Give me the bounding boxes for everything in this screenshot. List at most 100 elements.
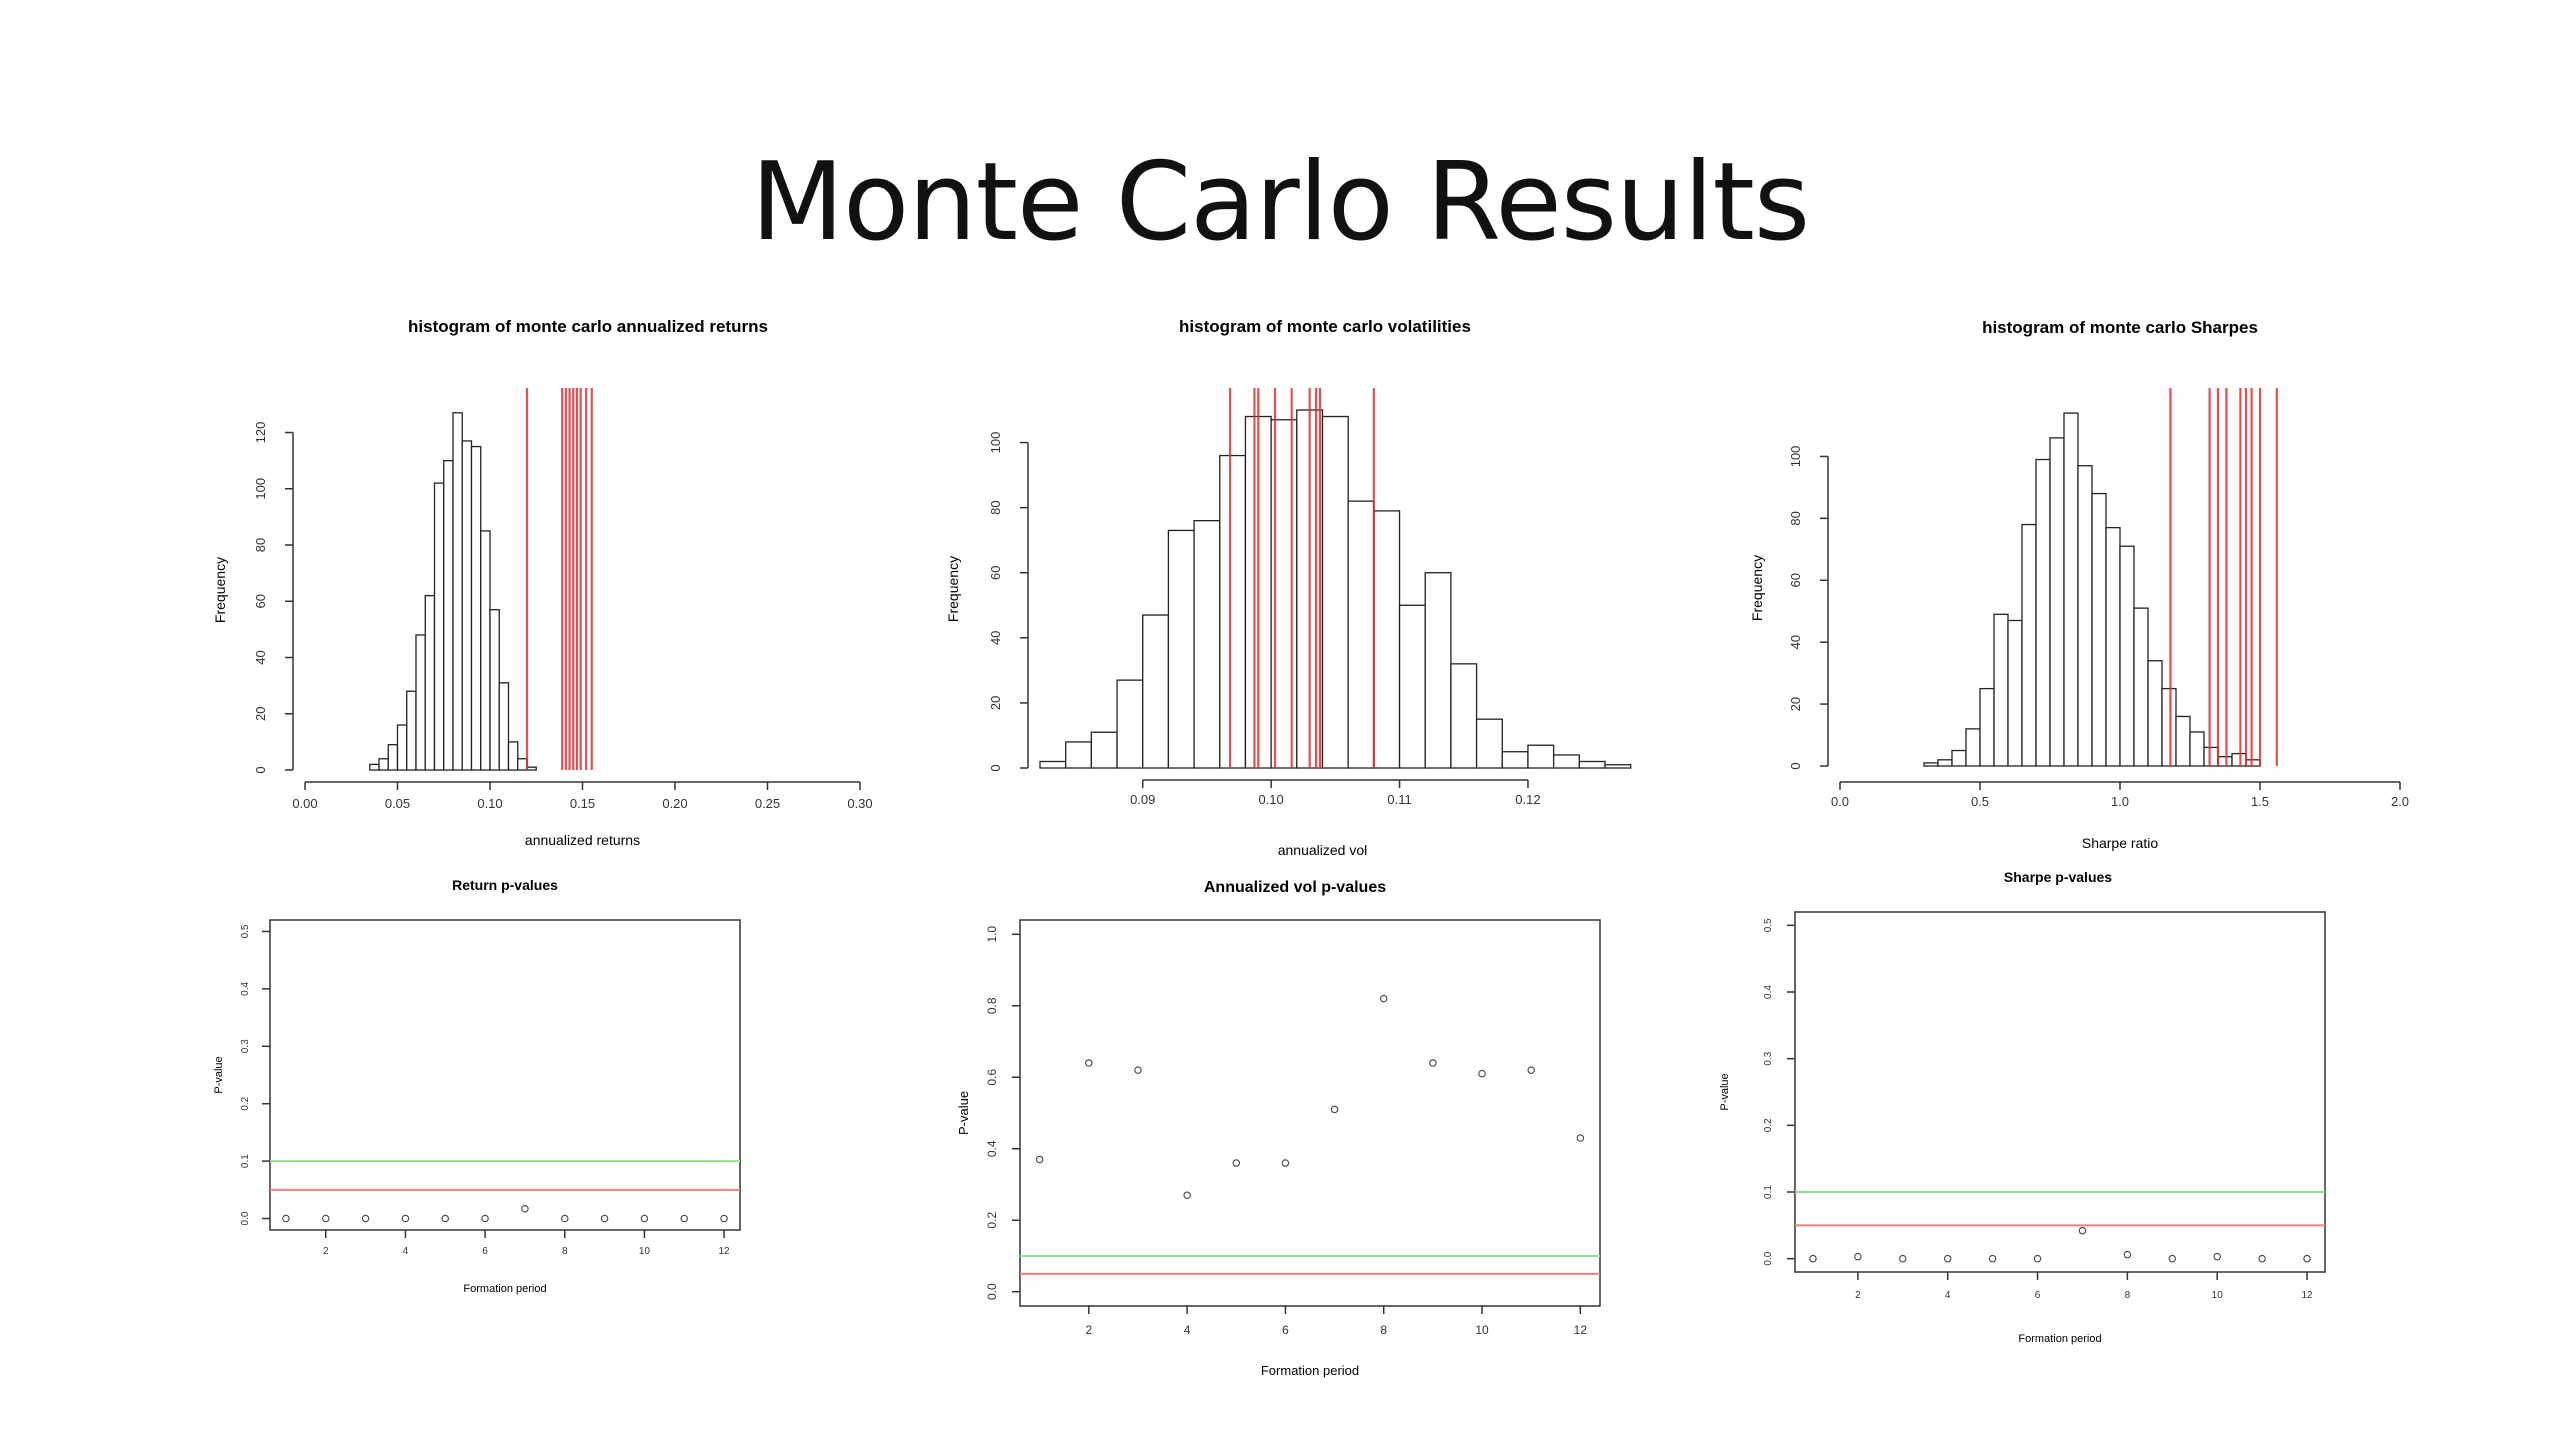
volatility-histogram: histogram of monte carlo volatilities ann… <box>945 317 1632 858</box>
histogram-bar <box>2231 752 2247 767</box>
chart-title: histogram of monte carlo annualized retu… <box>408 317 768 336</box>
histogram-bar <box>1116 679 1144 769</box>
y-tick-label: 80 <box>988 500 1003 514</box>
histogram-bar <box>1142 614 1170 769</box>
plot-frame <box>1019 919 1601 1307</box>
histogram-bar <box>1090 731 1118 769</box>
histogram-bar <box>1923 762 1939 767</box>
x-tick-label: 12 <box>2301 1290 2313 1301</box>
p-value-point <box>401 1214 410 1223</box>
x-tick-label: 1.0 <box>2111 794 2129 809</box>
p-value-point <box>1085 1059 1093 1067</box>
y-tick-label: 0.4 <box>985 1140 999 1157</box>
return-pvalues-plot: Return p-values Formation period P-value 2 4… <box>213 877 741 1295</box>
y-axis-label: P-value <box>1719 1073 1731 1110</box>
plot-frame <box>1794 911 2326 1273</box>
x-tick-label: 0.11 <box>1387 792 1411 807</box>
y-tick-label: 80 <box>253 538 268 552</box>
x-tick-label: 4 <box>1184 1323 1191 1337</box>
histogram-bar <box>2175 715 2191 767</box>
x-tick-label: 4 <box>1945 1290 1951 1301</box>
y-tick-label: 0.1 <box>240 1154 251 1168</box>
histogram-bar <box>406 690 417 771</box>
y-tick-label: 60 <box>1788 573 1803 587</box>
histogram-bar <box>1965 728 1981 767</box>
x-tick-label: 12 <box>719 1246 731 1257</box>
x-axis-label: annualized returns <box>525 832 640 848</box>
p-value-point <box>1943 1254 1952 1263</box>
histogram-bar <box>517 758 528 771</box>
p-value-point <box>640 1214 649 1223</box>
histogram-bar <box>1993 613 2009 767</box>
histogram-bar <box>1167 529 1195 769</box>
x-tick-label: 0.05 <box>385 796 410 811</box>
x-axis-label: Formation period <box>2018 1333 2101 1345</box>
y-tick-label: 0 <box>1788 762 1803 769</box>
y-tick-label: 0.5 <box>1763 918 1774 932</box>
histogram-bar <box>2119 545 2135 767</box>
x-axis-label: Sharpe ratio <box>2082 835 2158 851</box>
y-tick-label: 0.2 <box>985 1212 999 1229</box>
p-value-point <box>1478 1069 1486 1078</box>
p-value-point <box>1134 1066 1142 1074</box>
histogram-bar <box>2189 731 2205 767</box>
histogram-bar <box>452 412 463 771</box>
x-tick-label: 0.20 <box>662 796 687 811</box>
histogram-bar <box>2021 523 2037 767</box>
p-value-point <box>560 1214 569 1223</box>
p-value-point <box>1809 1254 1817 1263</box>
x-tick-label: 6 <box>482 1246 488 1257</box>
histogram-bar <box>2091 492 2107 767</box>
histogram-bar <box>2245 759 2261 767</box>
x-tick-label: 8 <box>1380 1323 1387 1337</box>
histogram-bar <box>2049 437 2065 767</box>
p-value-point <box>1183 1191 1191 1199</box>
histogram-bar <box>1321 415 1349 769</box>
histogram-bar <box>1475 718 1503 769</box>
x-tick-label: 0.10 <box>477 796 502 811</box>
histogram-bar <box>1219 454 1247 769</box>
histogram-bar <box>2063 412 2079 767</box>
chart-title: histogram of monte carlo Sharpes <box>1982 318 2258 337</box>
y-tick-label: 0 <box>988 764 1003 771</box>
y-tick-label: 40 <box>253 650 268 664</box>
x-tick-label: 6 <box>1282 1323 1289 1337</box>
histogram-bar <box>1937 759 1953 767</box>
histogram-bar <box>461 440 473 771</box>
p-value-point <box>1035 1155 1044 1164</box>
histogram-bar <box>369 763 380 771</box>
sharpe-histogram: histogram of monte carlo Sharpes Sharpe r… <box>1749 318 2409 851</box>
x-tick-label: 0.5 <box>1971 794 1989 809</box>
histogram-bar <box>2217 756 2233 767</box>
histogram-bar <box>396 724 408 771</box>
x-tick-label: 1.5 <box>2251 794 2269 809</box>
y-axis-label: Frequency <box>945 556 961 622</box>
y-tick-label: 0.4 <box>1763 985 1774 999</box>
x-tick-label: 10 <box>2212 1290 2224 1301</box>
x-tick-label: 8 <box>562 1246 568 1257</box>
histogram-bar <box>1039 760 1067 769</box>
histogram-bar <box>443 459 454 771</box>
y-axis-label: P-value <box>213 1056 225 1093</box>
p-value-point <box>2303 1254 2311 1263</box>
y-tick-label: 1.0 <box>985 926 999 943</box>
p-value-point <box>1899 1254 1907 1263</box>
y-tick-label: 0.5 <box>240 924 251 938</box>
histogram-bar <box>470 445 482 771</box>
p-value-point <box>1988 1254 1997 1263</box>
p-value-point <box>322 1214 330 1223</box>
histogram-bar <box>1604 764 1632 769</box>
p-value-point <box>481 1214 489 1223</box>
chart-title: Return p-values <box>452 877 558 893</box>
returns-histogram: histogram of monte carlo annualized retu… <box>212 317 873 848</box>
x-tick-label: 0.12 <box>1515 792 1540 807</box>
p-value-point <box>2258 1254 2266 1263</box>
p-value-point <box>1527 1066 1535 1074</box>
y-tick-label: 20 <box>253 707 268 721</box>
histogram-bar <box>2077 465 2093 767</box>
p-value-point <box>1281 1159 1290 1167</box>
y-tick-label: 0.3 <box>1763 1051 1774 1065</box>
x-tick-label: 0.10 <box>1258 792 1283 807</box>
chart-title: Annualized vol p-values <box>1204 879 1386 896</box>
histogram-bar <box>1552 754 1580 769</box>
